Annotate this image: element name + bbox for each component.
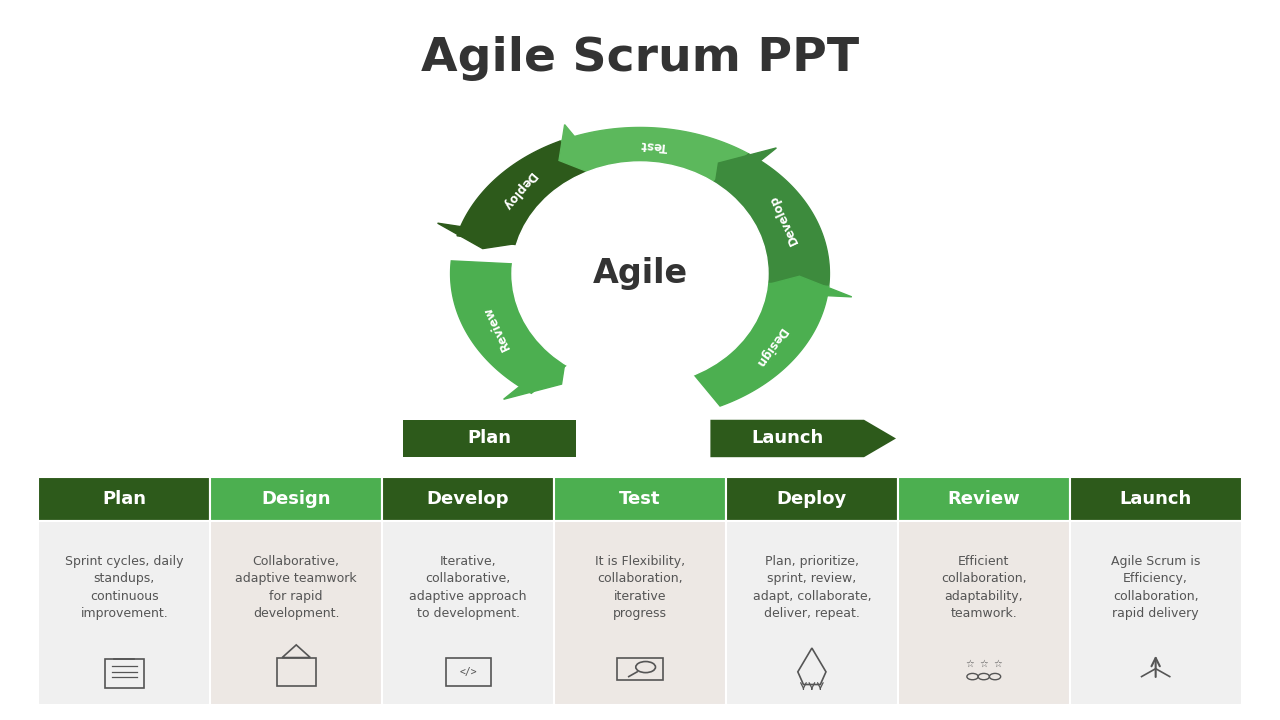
Text: ☆: ☆ <box>965 659 974 669</box>
FancyBboxPatch shape <box>554 521 726 705</box>
Text: Iterative,
collaborative,
adaptive approach
to development.: Iterative, collaborative, adaptive appro… <box>410 554 527 620</box>
Text: Deploy: Deploy <box>499 169 538 212</box>
Text: Deploy: Deploy <box>777 490 847 508</box>
Text: Launch: Launch <box>1120 490 1192 508</box>
Text: Test: Test <box>640 138 668 153</box>
Text: Collaborative,
adaptive teamwork
for rapid
development.: Collaborative, adaptive teamwork for rap… <box>236 554 357 620</box>
FancyBboxPatch shape <box>1070 477 1242 521</box>
Polygon shape <box>713 154 829 287</box>
Text: Launch: Launch <box>751 429 823 447</box>
Text: It is Flexibility,
collaboration,
iterative
progress: It is Flexibility, collaboration, iterat… <box>595 554 685 620</box>
Polygon shape <box>438 223 544 248</box>
FancyBboxPatch shape <box>897 521 1070 705</box>
Polygon shape <box>457 141 586 245</box>
Text: Sprint cycles, daily
standups,
continuous
improvement.: Sprint cycles, daily standups, continuou… <box>65 554 183 620</box>
Text: Design: Design <box>751 325 788 370</box>
FancyBboxPatch shape <box>1070 521 1242 705</box>
FancyArrow shape <box>710 420 896 457</box>
Polygon shape <box>559 127 749 182</box>
Text: Test: Test <box>620 490 660 508</box>
Text: Efficient
collaboration,
adaptability,
teamwork.: Efficient collaboration, adaptability, t… <box>941 554 1027 620</box>
Text: ☆: ☆ <box>993 659 1002 669</box>
Ellipse shape <box>512 162 768 385</box>
Text: Agile Scrum PPT: Agile Scrum PPT <box>421 36 859 81</box>
FancyBboxPatch shape <box>897 477 1070 521</box>
Polygon shape <box>451 261 567 393</box>
FancyBboxPatch shape <box>403 420 576 457</box>
Text: ☆: ☆ <box>979 659 988 669</box>
FancyBboxPatch shape <box>554 477 726 521</box>
FancyBboxPatch shape <box>383 521 554 705</box>
FancyBboxPatch shape <box>38 477 210 521</box>
Text: Plan, prioritize,
sprint, review,
adapt, collaborate,
deliver, repeat.: Plan, prioritize, sprint, review, adapt,… <box>753 554 872 620</box>
Polygon shape <box>713 148 777 199</box>
Polygon shape <box>503 348 567 400</box>
Text: Plan: Plan <box>102 490 146 508</box>
Text: Design: Design <box>261 490 332 508</box>
Text: Develop: Develop <box>767 192 801 246</box>
FancyBboxPatch shape <box>726 521 897 705</box>
Text: </>: </> <box>460 667 477 677</box>
Text: Agile: Agile <box>593 257 687 290</box>
Text: Develop: Develop <box>426 490 509 508</box>
Text: Review: Review <box>947 490 1020 508</box>
FancyBboxPatch shape <box>210 477 383 521</box>
FancyBboxPatch shape <box>210 521 383 705</box>
Polygon shape <box>694 284 828 406</box>
Text: Plan: Plan <box>467 429 512 447</box>
Polygon shape <box>741 276 851 297</box>
FancyBboxPatch shape <box>38 521 210 705</box>
FancyBboxPatch shape <box>383 477 554 521</box>
Text: Agile Scrum is
Efficiency,
collaboration,
rapid delivery: Agile Scrum is Efficiency, collaboration… <box>1111 554 1201 620</box>
Polygon shape <box>559 125 612 181</box>
Text: Review: Review <box>480 304 512 352</box>
FancyBboxPatch shape <box>726 477 897 521</box>
